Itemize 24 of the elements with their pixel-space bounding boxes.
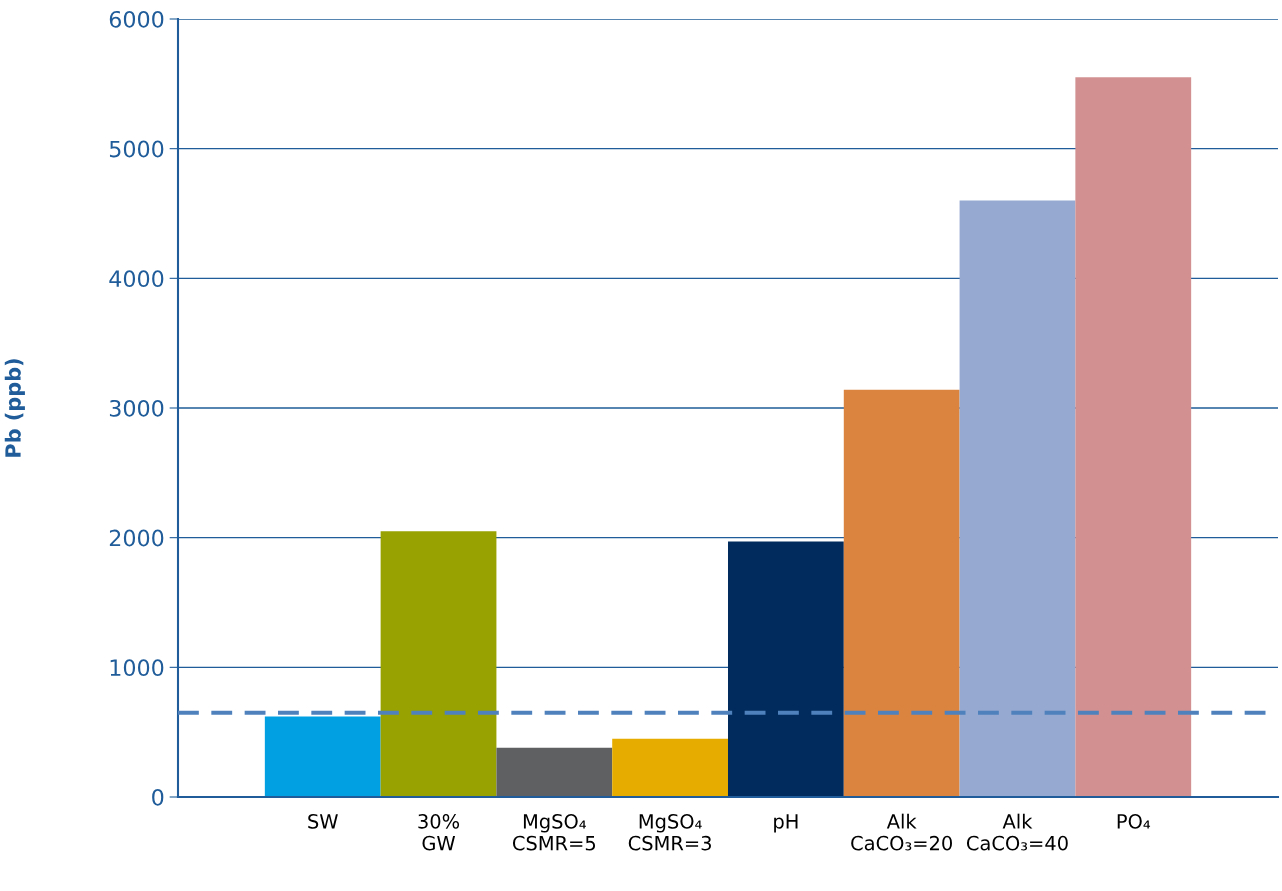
x-tick-label: SW xyxy=(308,814,338,829)
x-tick-label: Alk CaCO₃=20 xyxy=(851,813,952,851)
y-tick-label: 3000 xyxy=(109,399,164,417)
bar xyxy=(843,389,960,797)
y-tick-label: 6000 xyxy=(109,10,164,28)
y-tick-label: 1000 xyxy=(110,659,164,677)
y-axis-title: Pb (ppb) xyxy=(4,359,25,457)
bar xyxy=(264,716,381,797)
y-tick-label: 0 xyxy=(152,788,164,806)
bar xyxy=(380,531,497,797)
y-tick-label: 2000 xyxy=(109,529,164,547)
x-tick-label: 30% GW xyxy=(418,814,460,851)
x-tick-label: MgSO₄ CSMR=3 xyxy=(628,814,711,851)
y-tick-label: 4000 xyxy=(109,270,164,288)
y-tick-label: 5000 xyxy=(109,140,164,158)
bar xyxy=(959,200,1076,797)
x-tick-label: MgSO₄ CSMR=5 xyxy=(512,814,596,851)
bar xyxy=(1075,77,1192,797)
bar xyxy=(496,747,613,797)
bar xyxy=(612,738,728,797)
bar xyxy=(728,541,844,797)
x-tick-label: Alk CaCO₃=40 xyxy=(966,813,1068,851)
x-tick-label: PO₄ xyxy=(1117,814,1151,829)
x-tick-label: pH xyxy=(774,814,798,833)
